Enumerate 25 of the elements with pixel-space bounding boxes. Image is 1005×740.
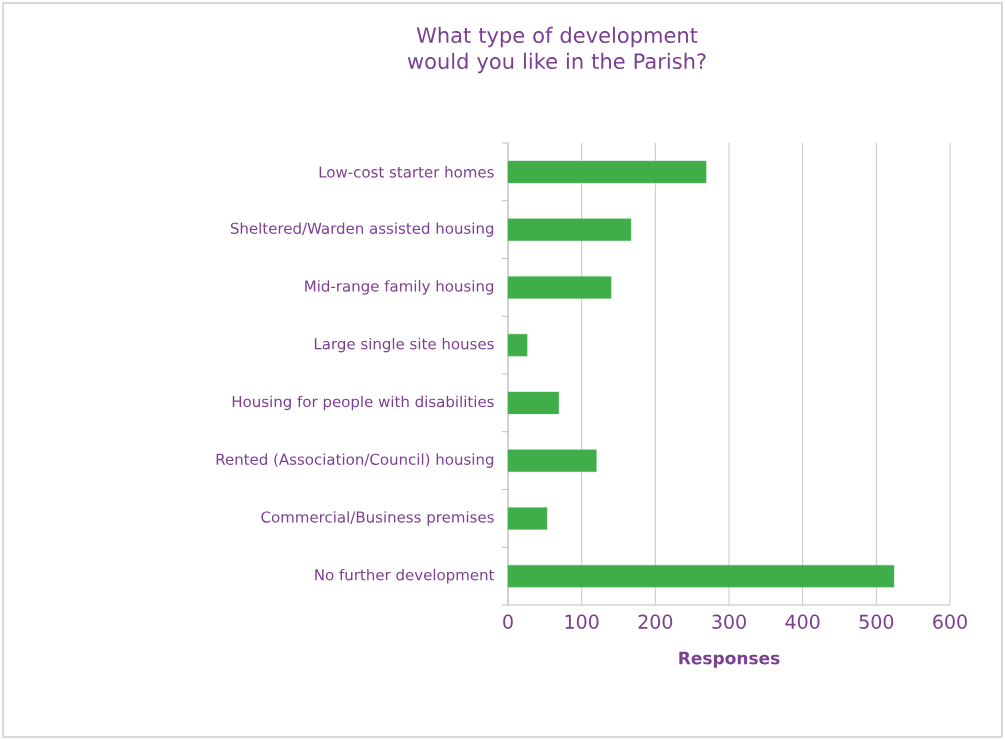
bar (507, 449, 597, 472)
bar (507, 333, 528, 357)
bar (507, 276, 612, 299)
bar (507, 507, 548, 530)
y-tick-label: Rented (Association/Council) housing (216, 453, 494, 468)
y-tick-label: Large single site houses (314, 337, 494, 353)
bar (507, 391, 560, 415)
x-tick-label: 400 (785, 614, 820, 629)
x-axis-title: Responses (679, 651, 780, 668)
x-tick-label: 300 (712, 614, 746, 629)
bar (507, 218, 632, 241)
y-tick-label: Mid-range family housing (305, 280, 494, 295)
x-tick-label: 200 (638, 614, 673, 629)
x-tick-label: 500 (859, 614, 894, 629)
y-tick-label: Sheltered/Warden assisted housing (230, 222, 494, 237)
bar (507, 564, 895, 588)
y-tick-label: Housing for people with disabilities (232, 395, 494, 411)
y-tick-label: Commercial/Business premises (261, 511, 494, 526)
x-tick-label: 100 (565, 614, 599, 629)
chart-title: What type of development would you like in the Parish? (407, 26, 706, 74)
x-tick-label: 0 (503, 614, 513, 629)
x-tick-label: 600 (933, 614, 967, 629)
y-tick-label: No further development (315, 568, 495, 584)
y-tick-label: Low-cost starter homes (319, 166, 494, 178)
bar (507, 160, 707, 184)
